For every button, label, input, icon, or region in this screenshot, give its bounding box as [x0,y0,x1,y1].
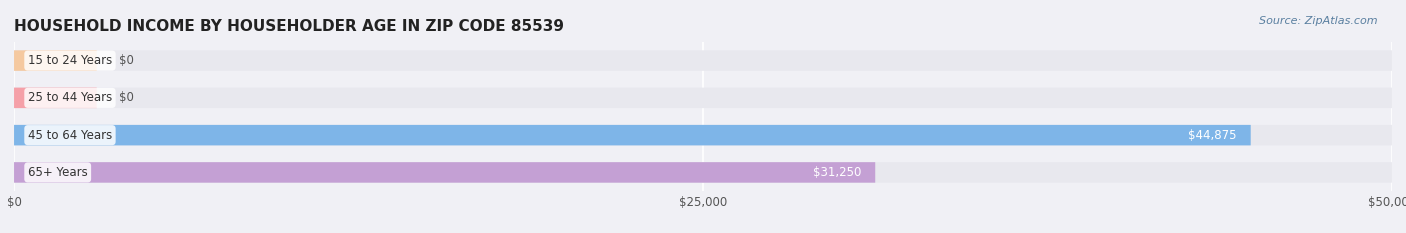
Text: Source: ZipAtlas.com: Source: ZipAtlas.com [1260,16,1378,26]
Text: 65+ Years: 65+ Years [28,166,87,179]
FancyBboxPatch shape [14,50,1392,71]
Text: $0: $0 [118,91,134,104]
FancyBboxPatch shape [14,50,97,71]
Text: $31,250: $31,250 [813,166,862,179]
FancyBboxPatch shape [14,125,1251,145]
FancyBboxPatch shape [14,88,1392,108]
FancyBboxPatch shape [14,125,1392,145]
Text: $44,875: $44,875 [1188,129,1237,142]
Text: 15 to 24 Years: 15 to 24 Years [28,54,112,67]
FancyBboxPatch shape [14,88,97,108]
Text: HOUSEHOLD INCOME BY HOUSEHOLDER AGE IN ZIP CODE 85539: HOUSEHOLD INCOME BY HOUSEHOLDER AGE IN Z… [14,19,564,34]
FancyBboxPatch shape [14,162,1392,183]
Text: 25 to 44 Years: 25 to 44 Years [28,91,112,104]
FancyBboxPatch shape [14,162,876,183]
Text: 45 to 64 Years: 45 to 64 Years [28,129,112,142]
Text: $0: $0 [118,54,134,67]
